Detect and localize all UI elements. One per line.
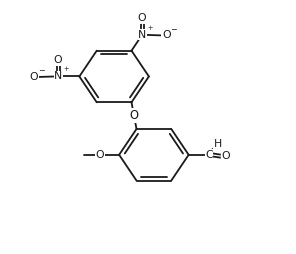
Text: O: O <box>54 55 62 65</box>
Text: O: O <box>162 30 170 40</box>
Text: −: − <box>38 66 45 75</box>
Text: +: + <box>63 67 69 72</box>
Text: O: O <box>130 109 139 122</box>
Text: −: − <box>170 25 177 34</box>
Text: C: C <box>205 150 213 160</box>
Text: N: N <box>54 71 62 82</box>
Text: +: + <box>147 25 153 31</box>
Text: H: H <box>213 139 222 149</box>
Text: O: O <box>221 151 230 161</box>
Text: O: O <box>138 13 147 23</box>
Text: N: N <box>138 30 146 40</box>
Text: O: O <box>30 72 38 82</box>
Text: O: O <box>96 150 104 160</box>
